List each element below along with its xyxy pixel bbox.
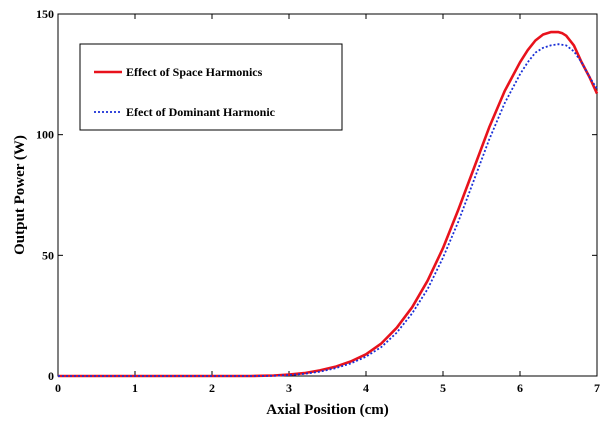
x-tick-label: 1	[132, 381, 138, 395]
legend-box	[79, 43, 343, 131]
y-axis-title: Output Power (W)	[12, 135, 28, 255]
x-tick-label: 5	[440, 381, 446, 395]
x-tick-label: 7	[594, 381, 600, 395]
x-tick-label: 3	[286, 381, 292, 395]
y-tick-label: 150	[36, 7, 54, 21]
x-tick-label: 2	[209, 381, 215, 395]
legend: Effect of Space Harmonics Efect of Domin…	[79, 43, 343, 131]
series-line-dominant-harmonic	[58, 43, 598, 377]
y-tick-label: 100	[36, 128, 54, 142]
x-tick-label: 6	[517, 381, 523, 395]
legend-label-space-harmonics: Effect of Space Harmonics	[126, 65, 263, 79]
plot-frame	[57, 13, 598, 377]
x-tick-label: 0	[55, 381, 61, 395]
x-axis-title: Axial Position (cm)	[266, 402, 388, 418]
legend-label-dominant-harmonic: Efect of Dominant Harmonic	[126, 105, 276, 119]
y-tick-label: 0	[48, 369, 54, 383]
x-tick-label: 4	[363, 381, 369, 395]
y-tick-label: 50	[42, 248, 54, 262]
